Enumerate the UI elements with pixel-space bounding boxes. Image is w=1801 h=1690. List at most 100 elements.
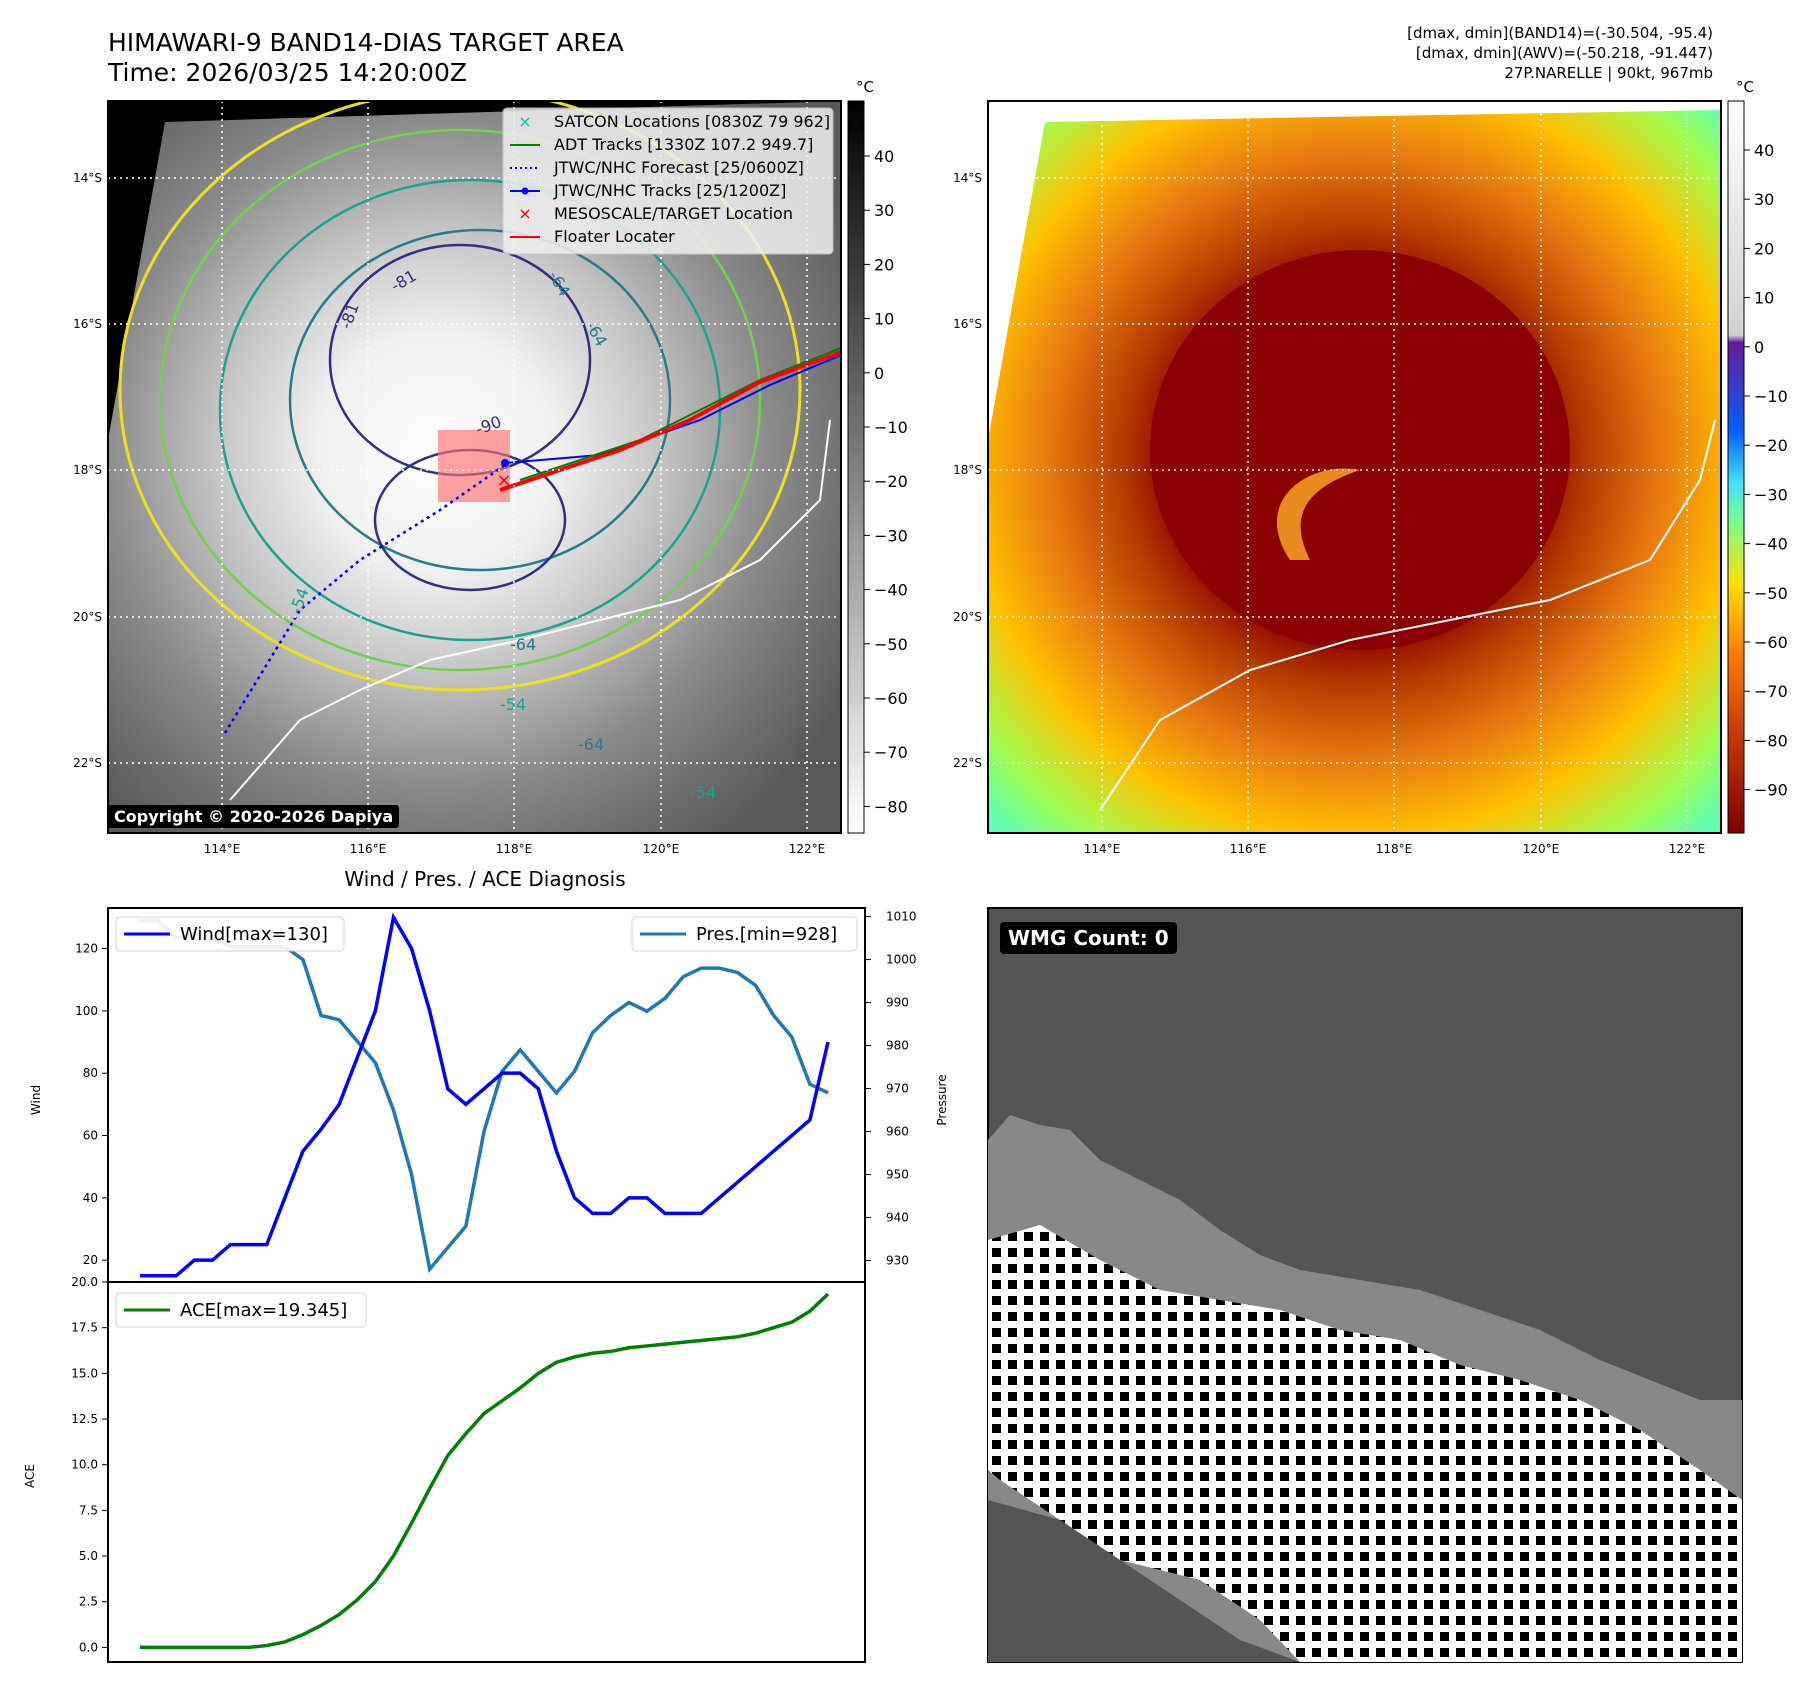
lon-label: 114°E <box>1084 842 1121 856</box>
legend-adt: ADT Tracks [1330Z 107.2 949.7] <box>554 135 813 154</box>
colorbar-tick-label: −40 <box>874 581 908 600</box>
pressure-tick-label: 1010 <box>886 910 917 924</box>
colorbar-tick-label: −80 <box>874 797 908 816</box>
lon-label: 118°E <box>496 842 533 856</box>
wind-tick-label: 80 <box>83 1066 98 1080</box>
colorbar-tick-label: −80 <box>1754 731 1788 750</box>
ace-tick-label: 15.0 <box>71 1366 98 1380</box>
contour-label: -54 <box>690 783 716 802</box>
lon-label: 122°E <box>789 842 826 856</box>
legend-forecast: JTWC/NHC Forecast [25/0600Z] <box>553 158 804 177</box>
wind-series-line <box>140 912 830 1278</box>
lon-label: 120°E <box>1523 842 1560 856</box>
colorbar-tick-label: 40 <box>874 147 894 166</box>
coastline <box>229 419 831 801</box>
map-gridlines-right <box>988 101 1721 833</box>
map-legend: × SATCON Locations [0830Z 79 962] ADT Tr… <box>502 107 834 255</box>
spiral-band <box>1276 468 1360 560</box>
lon-label: 116°E <box>1230 842 1267 856</box>
legend-mesoscale: MESOSCALE/TARGET Location <box>554 204 793 223</box>
wind-tick-label: 60 <box>83 1129 98 1143</box>
wmg-panel <box>987 907 1743 1663</box>
lat-label: 20°S <box>953 610 982 624</box>
legend-mesoscale-icon: × <box>518 204 531 223</box>
info-awv: [dmax, dmin](AWV)=(-50.218, -91.447) <box>1415 44 1713 62</box>
lon-label: 120°E <box>643 842 680 856</box>
colorbar-left: °C 40 30 20 10 0 −10 −20 −30 −40 −50 −60 −70 −80 <box>847 78 908 834</box>
ace-tick-label: 0.0 <box>79 1640 98 1654</box>
ace-axis-label: ACE <box>23 1464 37 1488</box>
lat-labels-left: 14°S 16°S 18°S 20°S 22°S <box>73 171 102 770</box>
legend-jtwc: JTWC/NHC Tracks [25/1200Z] <box>553 181 786 200</box>
jtwc-track <box>504 354 841 464</box>
lon-label: 114°E <box>204 842 241 856</box>
info-band14: [dmax, dmin](BAND14)=(-30.504, -95.4) <box>1407 24 1713 42</box>
pressure-tick-label: 940 <box>886 1211 909 1225</box>
colorbar-tick-label: −40 <box>1754 535 1788 554</box>
ir-map-panel: × -81 -81 -90 -64 -64 -54 -64 -54 -64 -5… <box>73 100 842 856</box>
contour-lightgreen <box>158 128 762 672</box>
adt-track <box>519 347 841 481</box>
figure-title: HIMAWARI-9 BAND14-DIAS TARGET AREA <box>108 28 624 57</box>
wmg-count-badge: WMG Count: 0 <box>1000 922 1177 954</box>
lat-label: 14°S <box>953 171 982 185</box>
contour-label: -64 <box>510 635 536 654</box>
colorbar-unit: °C <box>856 78 874 96</box>
contour-yellow <box>118 101 802 692</box>
coastline-right <box>1099 419 1716 811</box>
legend-jtwc-dot <box>521 187 529 195</box>
colorbar-tick-label: −60 <box>1754 633 1788 652</box>
pressure-legend-label: Pres.[min=928] <box>696 924 837 945</box>
ace-legend: ACE[max=19.345] <box>115 1292 367 1328</box>
colorbar-tick-label: −10 <box>874 418 908 437</box>
map-gridlines-left <box>108 101 841 833</box>
wind-tick-label: 100 <box>75 1004 98 1018</box>
lat-label: 16°S <box>953 317 982 331</box>
copyright-badge: Copyright © 2020-2026 Dapiya <box>108 805 400 828</box>
colorbar-tick-label: −20 <box>874 472 908 491</box>
lon-labels-left: 114°E 116°E 118°E 120°E 122°E <box>204 842 826 856</box>
colorbar-tick-label: 10 <box>874 310 894 329</box>
lat-label: 14°S <box>73 171 102 185</box>
lat-label: 22°S <box>73 756 102 770</box>
info-storm: 27P.NARELLE | 90kt, 967mb <box>1504 64 1713 82</box>
target-box <box>438 430 510 502</box>
colorbar-tick-label: 20 <box>1754 239 1774 258</box>
ace-tick-label: 20.0 <box>71 1275 98 1289</box>
ace-tick-label: 10.0 <box>71 1458 98 1472</box>
ace-tick-label: 2.5 <box>79 1595 98 1609</box>
contour-cyan <box>288 228 672 572</box>
colorbar-tick-label: −70 <box>874 743 908 762</box>
legend-satcon: SATCON Locations [0830Z 79 962] <box>554 112 830 131</box>
ace-legend-label: ACE[max=19.345] <box>180 1300 347 1321</box>
colorbar-tick-label: −50 <box>1754 584 1788 603</box>
cold-cloud-core <box>1150 250 1570 650</box>
lat-label: 16°S <box>73 317 102 331</box>
lat-label: 18°S <box>73 463 102 477</box>
colorbar-tick-label: −60 <box>874 689 908 708</box>
colorbar-tick-label: 0 <box>874 364 884 383</box>
colorbar-tick-label: −20 <box>1754 436 1788 455</box>
wind-tick-label: 120 <box>75 942 98 956</box>
legend-floater: Floater Locater <box>554 227 675 246</box>
colorbar-tick-label: 20 <box>874 255 894 274</box>
pressure-tick-label: 960 <box>886 1125 909 1139</box>
lat-labels-right: 14°S 16°S 18°S 20°S 22°S <box>953 171 982 770</box>
ace-tick-label: 12.5 <box>71 1412 98 1426</box>
ace-tick-label: 7.5 <box>79 1503 98 1517</box>
colorbar-tick-label: −10 <box>1754 387 1788 406</box>
colorbar-tick-label: 40 <box>1754 141 1774 160</box>
contour-label: -54 <box>500 695 526 714</box>
pressure-tick-label: 980 <box>886 1039 909 1053</box>
pressure-axis-label: Pressure <box>935 1074 949 1125</box>
ace-tick-label: 17.5 <box>71 1321 98 1335</box>
pressure-tick-label: 990 <box>886 996 909 1010</box>
lon-label: 122°E <box>1669 842 1706 856</box>
colorbar-tick-label: −70 <box>1754 682 1788 701</box>
colorbar-tick-label: 10 <box>1754 289 1774 308</box>
contour-label: -64 <box>578 735 604 754</box>
colorbar-tick-label: 0 <box>1754 338 1764 357</box>
wind-tick-label: 20 <box>83 1253 98 1267</box>
wind-tick-label: 40 <box>83 1191 98 1205</box>
